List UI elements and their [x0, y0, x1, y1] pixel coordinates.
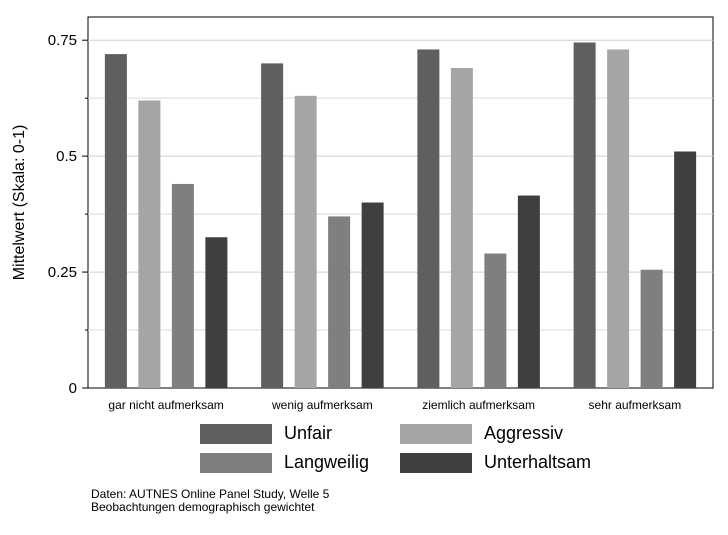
legend-item-aggressiv: Aggressiv: [400, 423, 600, 444]
y-tick-label: 0.25: [48, 264, 77, 281]
y-tick-label: 0.75: [48, 32, 77, 49]
source-note: Daten: AUTNES Online Panel Study, Welle …: [91, 488, 329, 514]
legend-item-langweilig: Langweilig: [200, 452, 400, 473]
bar: [138, 100, 161, 388]
bar: [573, 42, 596, 388]
bar: [361, 202, 384, 388]
y-tick-label: 0: [69, 380, 77, 397]
legend-swatch-unterhaltsam: [400, 452, 472, 473]
legend-label-langweilig: Langweilig: [284, 452, 370, 472]
legend-swatch-unfair: [200, 423, 272, 444]
bar: [674, 151, 697, 388]
x-tick-label: gar nicht aufmerksam: [108, 398, 223, 412]
source-note-line1: Daten: AUTNES Online Panel Study, Welle …: [91, 487, 330, 501]
bar: [450, 68, 473, 388]
legend-label-unterhaltsam: Unterhaltsam: [484, 452, 592, 472]
bar: [171, 183, 194, 388]
x-tick-label: sehr aufmerksam: [589, 398, 682, 412]
y-tick-label: 0.5: [56, 148, 77, 165]
legend: Unfair Aggressiv Langweilig Unterhaltsam: [200, 423, 620, 473]
bar: [517, 195, 540, 388]
legend-swatch-langweilig: [200, 452, 272, 473]
bar: [607, 49, 630, 389]
x-tick-label: ziemlich aufmerksam: [422, 398, 535, 412]
bar: [261, 63, 284, 388]
legend-label-unfair: Unfair: [284, 423, 333, 443]
legend-item-unfair: Unfair: [200, 423, 400, 444]
bar: [328, 216, 351, 388]
bar: [417, 49, 440, 389]
bar: [484, 253, 507, 388]
bar: [104, 54, 127, 388]
bar: [294, 95, 317, 389]
source-note-line2: Beobachtungen demographisch gewichtet: [91, 500, 315, 514]
y-axis-label: Mittelwert (Skala: 0-1): [11, 125, 28, 281]
x-tick-label: wenig aufmerksam: [271, 398, 373, 412]
legend-swatch-aggressiv: [400, 423, 472, 444]
bar: [640, 269, 663, 388]
legend-label-aggressiv: Aggressiv: [484, 423, 564, 443]
legend-item-unterhaltsam: Unterhaltsam: [400, 452, 600, 473]
bar: [205, 237, 228, 388]
